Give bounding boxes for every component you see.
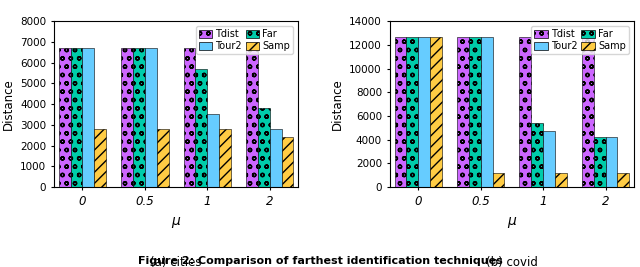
Bar: [406, 37, 419, 187]
Bar: [195, 69, 207, 187]
Bar: [145, 48, 157, 187]
Y-axis label: Distance: Distance: [331, 78, 344, 130]
Legend: Tdist, Tour2, Far, Samp: Tdist, Tour2, Far, Samp: [531, 26, 628, 54]
Bar: [430, 37, 442, 187]
Bar: [605, 137, 618, 187]
Bar: [282, 137, 293, 187]
Text: (b) covid: (b) covid: [486, 256, 538, 267]
Bar: [520, 37, 531, 187]
Bar: [269, 129, 282, 187]
Bar: [258, 108, 269, 187]
Bar: [70, 48, 83, 187]
Bar: [395, 37, 406, 187]
Bar: [133, 48, 145, 187]
Bar: [594, 137, 605, 187]
Bar: [531, 123, 543, 187]
Bar: [555, 173, 567, 187]
X-axis label: μ: μ: [172, 214, 180, 228]
X-axis label: μ: μ: [508, 214, 516, 228]
Bar: [207, 115, 219, 187]
Bar: [184, 48, 195, 187]
Bar: [481, 37, 493, 187]
Bar: [121, 48, 133, 187]
Bar: [83, 48, 94, 187]
Bar: [219, 129, 231, 187]
Bar: [59, 48, 70, 187]
Bar: [543, 131, 555, 187]
Bar: [618, 173, 629, 187]
Bar: [457, 37, 469, 187]
Legend: Tdist, Tour2, Far, Samp: Tdist, Tour2, Far, Samp: [196, 26, 293, 54]
Text: Figure 2: Comparison of farthest identification techniques: Figure 2: Comparison of farthest identif…: [138, 256, 502, 266]
Bar: [582, 37, 594, 187]
Y-axis label: Distance: Distance: [1, 78, 14, 130]
Bar: [493, 173, 504, 187]
Bar: [419, 37, 430, 187]
Bar: [94, 129, 106, 187]
Bar: [469, 37, 481, 187]
Text: (a) cities: (a) cities: [150, 256, 202, 267]
Bar: [157, 129, 168, 187]
Bar: [246, 48, 258, 187]
